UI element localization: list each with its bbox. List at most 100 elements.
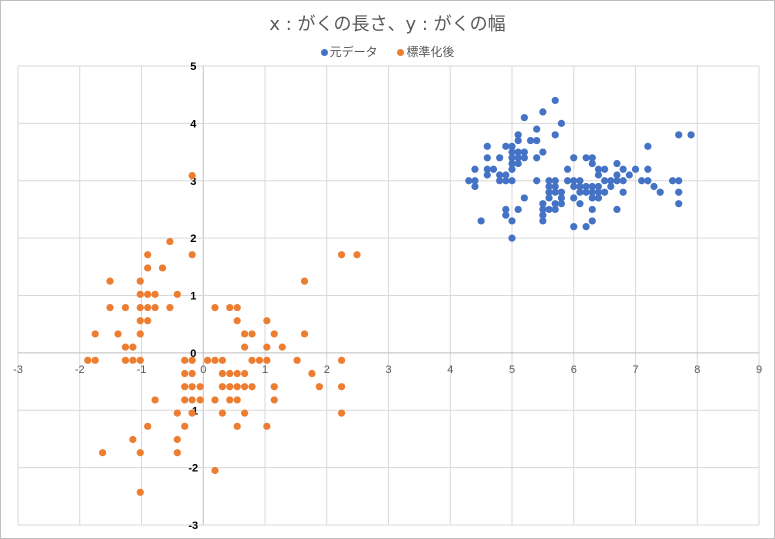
- data-point[interactable]: [166, 303, 174, 312]
- data-point[interactable]: [520, 148, 528, 156]
- data-point[interactable]: [594, 194, 603, 202]
- data-point[interactable]: [114, 330, 122, 338]
- data-point[interactable]: [644, 142, 652, 150]
- data-point[interactable]: [465, 177, 473, 185]
- data-point[interactable]: [588, 194, 596, 202]
- data-point[interactable]: [106, 303, 114, 312]
- data-point[interactable]: [233, 422, 241, 430]
- data-point[interactable]: [607, 177, 615, 185]
- data-point[interactable]: [471, 182, 479, 191]
- data-point[interactable]: [514, 154, 522, 162]
- data-point[interactable]: [576, 188, 584, 196]
- data-point[interactable]: [233, 317, 241, 325]
- data-point[interactable]: [613, 159, 621, 168]
- data-point[interactable]: [106, 277, 114, 285]
- data-point[interactable]: [211, 303, 219, 312]
- data-point[interactable]: [650, 182, 658, 191]
- data-point[interactable]: [263, 343, 271, 351]
- data-point[interactable]: [248, 330, 256, 338]
- data-point[interactable]: [514, 159, 522, 168]
- data-point[interactable]: [588, 188, 596, 196]
- data-point[interactable]: [533, 136, 541, 145]
- data-point[interactable]: [576, 200, 584, 208]
- data-point[interactable]: [188, 356, 196, 364]
- data-point[interactable]: [315, 383, 323, 391]
- data-point[interactable]: [502, 171, 510, 179]
- data-point[interactable]: [226, 396, 234, 404]
- data-point[interactable]: [218, 383, 226, 391]
- data-point[interactable]: [520, 194, 528, 202]
- data-point[interactable]: [613, 177, 621, 185]
- data-point[interactable]: [520, 154, 528, 162]
- data-point[interactable]: [551, 177, 559, 185]
- data-point[interactable]: [508, 154, 516, 162]
- data-point[interactable]: [483, 142, 491, 150]
- data-point[interactable]: [300, 330, 309, 338]
- data-point[interactable]: [136, 356, 144, 364]
- data-point[interactable]: [308, 369, 316, 378]
- data-point[interactable]: [644, 177, 652, 185]
- data-point[interactable]: [144, 290, 152, 298]
- data-point[interactable]: [173, 435, 181, 444]
- data-point[interactable]: [496, 171, 504, 179]
- data-point[interactable]: [687, 131, 695, 139]
- data-point[interactable]: [270, 396, 278, 404]
- data-point[interactable]: [582, 154, 590, 162]
- data-point[interactable]: [508, 159, 516, 168]
- data-point[interactable]: [502, 177, 510, 185]
- data-point[interactable]: [545, 194, 553, 202]
- data-point[interactable]: [337, 251, 346, 259]
- data-point[interactable]: [588, 159, 596, 168]
- data-point[interactable]: [588, 205, 596, 214]
- data-point[interactable]: [557, 200, 566, 208]
- data-point[interactable]: [300, 277, 309, 285]
- data-point[interactable]: [181, 396, 189, 404]
- data-point[interactable]: [188, 251, 196, 259]
- data-point[interactable]: [293, 356, 301, 364]
- data-point[interactable]: [84, 356, 92, 364]
- data-point[interactable]: [551, 182, 559, 191]
- data-point[interactable]: [502, 205, 510, 214]
- data-point[interactable]: [144, 317, 152, 325]
- data-point[interactable]: [98, 449, 107, 457]
- data-point[interactable]: [576, 182, 584, 191]
- data-point[interactable]: [539, 211, 547, 219]
- data-point[interactable]: [337, 409, 346, 417]
- data-point[interactable]: [188, 383, 196, 391]
- data-point[interactable]: [675, 177, 683, 185]
- data-point[interactable]: [226, 369, 234, 378]
- data-point[interactable]: [181, 422, 189, 430]
- data-point[interactable]: [551, 96, 559, 105]
- data-point[interactable]: [226, 303, 234, 312]
- data-point[interactable]: [514, 148, 522, 156]
- data-point[interactable]: [136, 290, 144, 298]
- data-point[interactable]: [675, 188, 683, 196]
- data-point[interactable]: [471, 165, 479, 173]
- data-point[interactable]: [188, 409, 196, 417]
- data-point[interactable]: [144, 264, 152, 272]
- data-point[interactable]: [594, 171, 603, 179]
- data-point[interactable]: [129, 343, 137, 351]
- data-point[interactable]: [211, 356, 219, 364]
- data-point[interactable]: [570, 182, 578, 191]
- data-point[interactable]: [263, 317, 271, 325]
- data-point[interactable]: [136, 317, 144, 325]
- data-point[interactable]: [557, 194, 566, 202]
- data-point[interactable]: [533, 125, 541, 133]
- data-point[interactable]: [188, 171, 196, 180]
- data-point[interactable]: [502, 142, 510, 150]
- data-point[interactable]: [270, 383, 278, 391]
- data-point[interactable]: [211, 466, 219, 475]
- data-point[interactable]: [173, 449, 181, 457]
- legend-item-original[interactable]: 元データ: [320, 43, 378, 60]
- data-point[interactable]: [588, 154, 596, 162]
- data-point[interactable]: [337, 356, 346, 364]
- data-point[interactable]: [129, 435, 137, 444]
- data-point[interactable]: [483, 171, 491, 179]
- data-point[interactable]: [594, 182, 603, 191]
- data-point[interactable]: [508, 165, 516, 173]
- data-point[interactable]: [594, 188, 603, 196]
- data-point[interactable]: [255, 356, 264, 364]
- data-point[interactable]: [601, 188, 609, 196]
